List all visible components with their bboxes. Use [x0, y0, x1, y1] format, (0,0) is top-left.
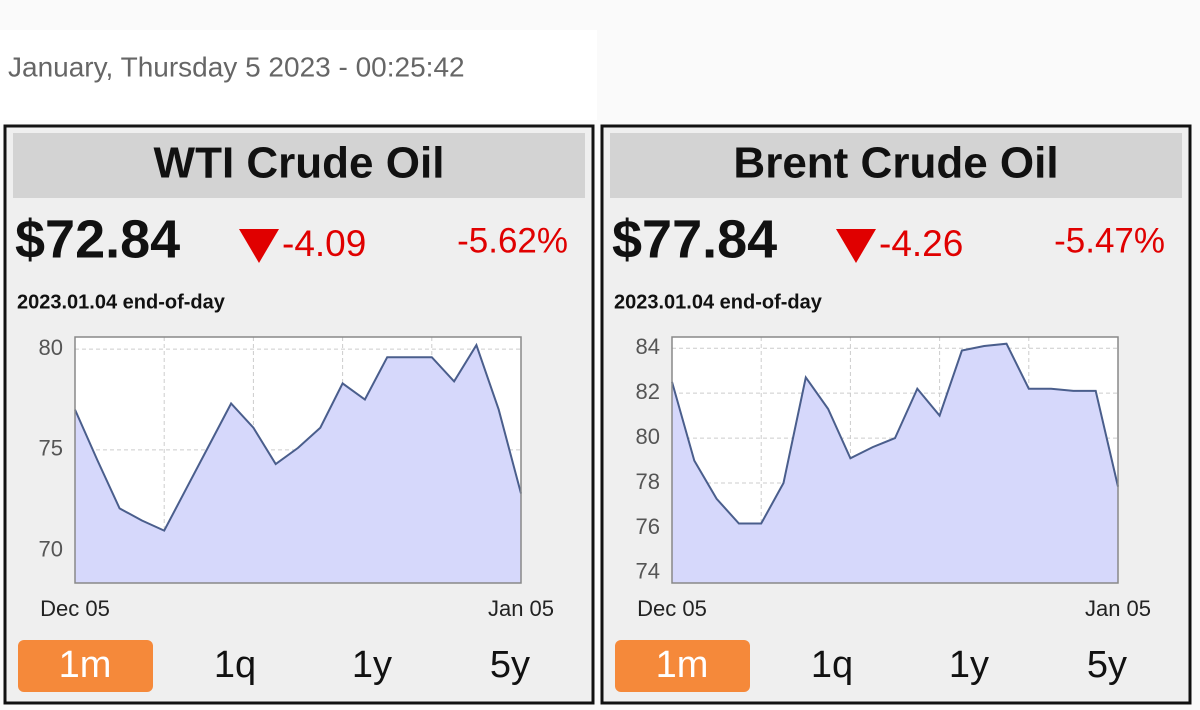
- y-tick-label: 70: [39, 537, 63, 562]
- title-bar: [610, 133, 1182, 198]
- price: $72.84: [15, 209, 180, 269]
- plot-frame: [671, 336, 1119, 584]
- y-tick-label: 80: [636, 424, 660, 449]
- title-bar: [13, 133, 585, 198]
- tab[interactable]: 1m: [656, 644, 709, 686]
- tab[interactable]: 5y: [490, 644, 530, 686]
- tab[interactable]: 1y: [949, 644, 989, 686]
- tab[interactable]: 1m: [59, 644, 112, 686]
- price: $77.84: [612, 209, 777, 269]
- active-tab-bg: [615, 640, 750, 692]
- tab[interactable]: 1q: [214, 644, 256, 686]
- as-of: 2023.01.04 end-of-day: [614, 291, 823, 313]
- area: [75, 345, 521, 583]
- widget-title: WTI Crude Oil: [154, 139, 445, 188]
- y-tick-label: 78: [636, 469, 660, 494]
- down-arrow: [836, 229, 876, 263]
- active-tab-bg: [18, 640, 153, 692]
- x-tick-label: Jan 05: [1085, 596, 1151, 621]
- y-tick-label: 75: [39, 436, 63, 461]
- line: [74, 342, 522, 532]
- area: [672, 343, 1118, 583]
- y-tick-label: 74: [636, 559, 660, 584]
- x-tick-label: Dec 05: [637, 596, 707, 621]
- tab[interactable]: 1q: [811, 644, 853, 686]
- widget-title: Brent Crude Oil: [733, 139, 1058, 188]
- datetime: January, Thursday 5 2023 - 00:25:42: [8, 51, 465, 82]
- change: -4.26: [879, 223, 963, 264]
- plot-frame: [74, 336, 522, 584]
- y-tick-label: 76: [636, 514, 660, 539]
- change-percent: -5.47%: [1054, 221, 1165, 260]
- change: -4.09: [282, 223, 366, 264]
- change-percent: -5.62%: [457, 221, 568, 260]
- tab[interactable]: 1y: [352, 644, 392, 686]
- down-arrow: [239, 229, 279, 263]
- x-tick-label: Dec 05: [40, 596, 110, 621]
- y-tick-label: 80: [39, 335, 63, 360]
- header-bg: [0, 30, 597, 120]
- as-of: 2023.01.04 end-of-day: [17, 291, 226, 313]
- y-tick-label: 84: [636, 334, 660, 359]
- line: [671, 342, 1119, 525]
- y-tick-label: 82: [636, 379, 660, 404]
- x-tick-label: Jan 05: [488, 596, 554, 621]
- tab[interactable]: 5y: [1087, 644, 1127, 686]
